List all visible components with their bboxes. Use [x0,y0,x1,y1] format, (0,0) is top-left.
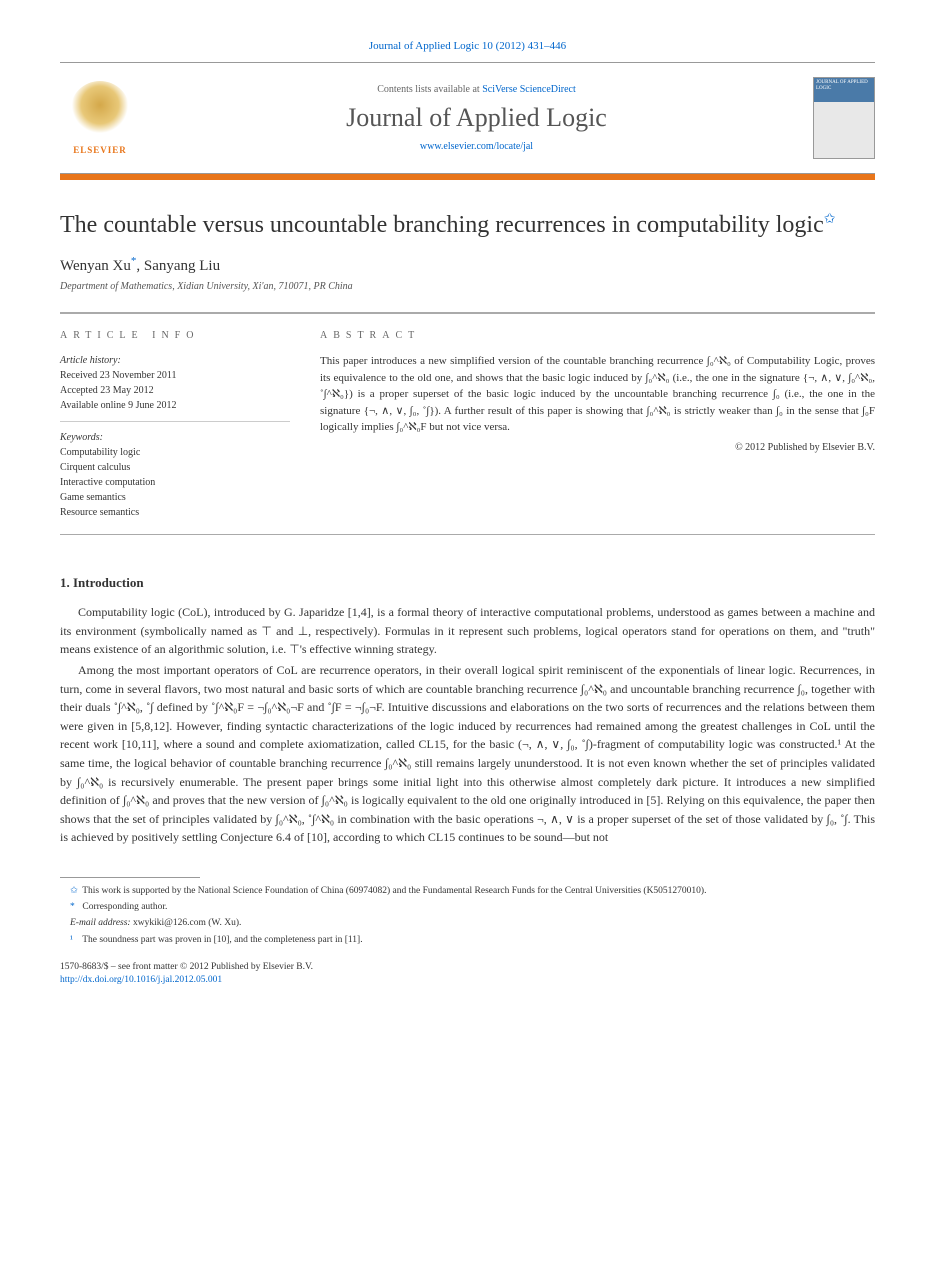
citation-link[interactable]: Journal of Applied Logic 10 (2012) 431–4… [369,40,566,52]
footnote-funding: ✩ This work is supported by the National… [60,884,875,898]
cover-thumb-label: JOURNAL OF APPLIED LOGIC [816,80,872,91]
orange-rule [60,174,875,180]
title-text: The countable versus uncountable branchi… [60,212,824,238]
footnote-email: E-mail address: xwykiki@126.com (W. Xu). [60,916,875,930]
footnote-star-icon: ✩ [70,884,80,898]
keyword-3: Interactive computation [60,475,290,490]
divider-2 [60,534,875,535]
keywords-block: Keywords: Computability logic Cirquent c… [60,430,290,520]
authors-line: Wenyan Xu*, Sanyang Liu [60,255,875,275]
doi-link[interactable]: http://dx.doi.org/10.1016/j.jal.2012.05.… [60,975,222,985]
journal-homepage-link[interactable]: www.elsevier.com/locate/jal [140,141,813,152]
locate-link[interactable]: www.elsevier.com/locate/jal [420,141,533,152]
keywords-label: Keywords: [60,430,290,445]
email-link[interactable]: xwykiki@126.com [133,918,206,928]
keyword-2: Cirquent calculus [60,460,290,475]
history-online: Available online 9 June 2012 [60,398,290,413]
info-abstract-row: ARTICLE INFO Article history: Received 2… [60,313,875,520]
title-footnote-marker[interactable]: ✩ [824,212,836,227]
paragraph-2: Among the most important operators of Co… [60,661,875,847]
footnote-1: ¹ The soundness part was proven in [10],… [60,933,875,947]
publisher-name: ELSEVIER [73,145,127,155]
footnote-funding-text: This work is supported by the National S… [82,886,706,896]
abstract-heading: ABSTRACT [320,328,875,343]
bottom-meta: 1570-8683/$ – see front matter © 2012 Pu… [60,961,875,988]
page-container: Journal of Applied Logic 10 (2012) 431–4… [0,0,935,1028]
footnote-corresponding: * Corresponding author. [60,900,875,914]
journal-cover-thumb: JOURNAL OF APPLIED LOGIC [813,77,875,159]
publisher-logo: ELSEVIER [60,73,140,163]
banner-center: Contents lists available at SciVerse Sci… [140,84,813,152]
body-text: Computability logic (CoL), introduced by… [60,603,875,847]
article-info-heading: ARTICLE INFO [60,328,290,343]
footnote-1-marker: ¹ [70,933,80,947]
article-history-block: Article history: Received 23 November 20… [60,353,290,422]
front-matter-line: 1570-8683/$ – see front matter © 2012 Pu… [60,961,875,974]
sciencedirect-link[interactable]: SciVerse ScienceDirect [482,84,576,95]
paragraph-1: Computability logic (CoL), introduced by… [60,603,875,659]
abstract-text: This paper introduces a new simplified v… [320,353,875,436]
affiliation: Department of Mathematics, Xidian Univer… [60,281,875,292]
keyword-4: Game semantics [60,490,290,505]
journal-title: Journal of Applied Logic [140,103,813,133]
contents-available: Contents lists available at SciVerse Sci… [140,84,813,95]
citation-header: Journal of Applied Logic 10 (2012) 431–4… [60,40,875,52]
history-received: Received 23 November 2011 [60,368,290,383]
section-1-heading: 1. Introduction [60,575,875,591]
footnote-corresponding-text: Corresponding author. [82,902,167,912]
author-2: , Sanyang Liu [136,258,220,274]
author-1: Wenyan Xu [60,258,131,274]
keyword-5: Resource semantics [60,505,290,520]
history-label: Article history: [60,353,290,368]
keyword-1: Computability logic [60,445,290,460]
footnote-asterisk-icon: * [70,900,80,914]
email-who: (W. Xu). [206,918,242,928]
history-accepted: Accepted 23 May 2012 [60,383,290,398]
elsevier-tree-icon [70,81,130,141]
abstract-copyright: © 2012 Published by Elsevier B.V. [320,440,875,455]
article-title: The countable versus uncountable branchi… [60,210,875,241]
article-info-column: ARTICLE INFO Article history: Received 2… [60,328,290,520]
email-label: E-mail address: [70,918,133,928]
footnotes: ✩ This work is supported by the National… [60,884,875,947]
footnote-1-text: The soundness part was proven in [10], a… [82,935,362,945]
journal-banner: ELSEVIER Contents lists available at Sci… [60,62,875,174]
contents-prefix: Contents lists available at [377,84,482,95]
footnote-rule [60,877,200,878]
abstract-column: ABSTRACT This paper introduces a new sim… [320,328,875,520]
